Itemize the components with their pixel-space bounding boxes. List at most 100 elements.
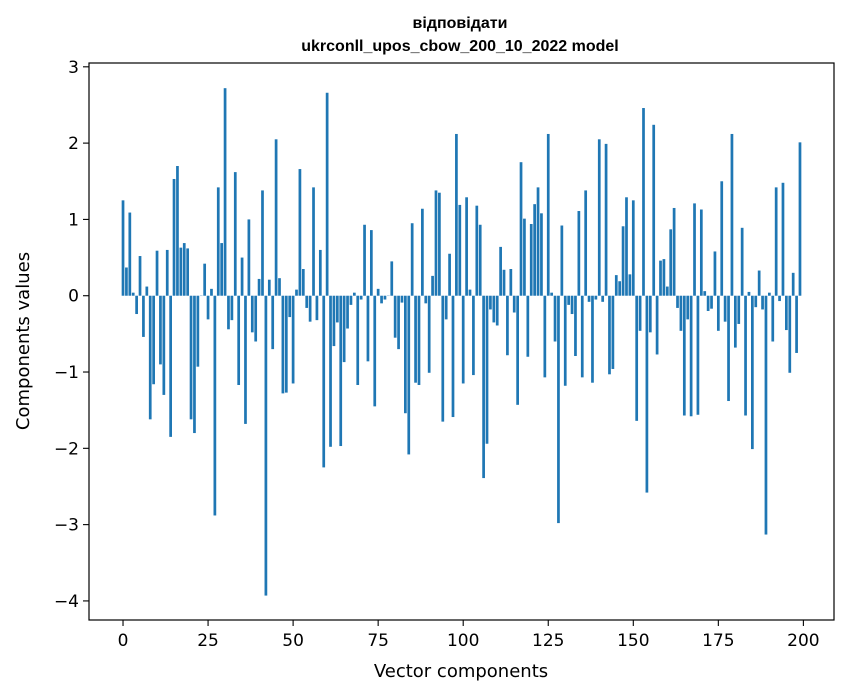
bar-component-123 <box>540 213 543 296</box>
bar-component-154 <box>645 295 649 493</box>
x-tick-label: 25 <box>197 631 219 651</box>
bar-component-169 <box>696 295 700 415</box>
bar-component-104 <box>475 205 479 296</box>
bar-component-185 <box>751 295 754 450</box>
bar-component-121 <box>533 204 536 296</box>
bar-component-85 <box>410 223 414 296</box>
bar-component-32 <box>230 295 234 321</box>
bar-component-128 <box>557 295 560 524</box>
bar-component-182 <box>740 227 744 296</box>
bar-component-55 <box>308 295 312 322</box>
bar-component-58 <box>318 249 322 296</box>
bar-component-134 <box>577 211 581 296</box>
y-tick-label: 2 <box>68 134 79 154</box>
bar-component-42 <box>264 295 268 596</box>
bar-component-174 <box>713 251 717 296</box>
bar-component-81 <box>397 295 400 350</box>
bar-component-125 <box>546 133 550 296</box>
bar-component-70 <box>359 295 363 300</box>
bar-component-131 <box>567 295 571 305</box>
bar-component-80 <box>393 295 397 338</box>
plot-frame <box>88 62 835 621</box>
bar-component-170 <box>699 209 703 296</box>
bar-component-73 <box>369 230 373 296</box>
bar-component-72 <box>366 295 370 362</box>
bar-component-158 <box>659 260 662 296</box>
bar-component-168 <box>693 203 696 296</box>
bar-component-119 <box>526 295 530 357</box>
bar-component-4 <box>135 295 138 315</box>
bar-component-30 <box>223 88 227 296</box>
bar-component-150 <box>631 200 635 296</box>
y-tick-label: −2 <box>54 439 79 459</box>
bar-component-172 <box>706 295 710 311</box>
bar-component-19 <box>186 248 190 296</box>
bar-component-176 <box>720 181 724 296</box>
bar-component-66 <box>346 295 349 329</box>
bar-component-140 <box>597 139 601 296</box>
bar-component-130 <box>563 295 567 386</box>
bar-component-51 <box>295 289 298 296</box>
bar-component-77 <box>383 295 387 300</box>
bar-component-117 <box>519 162 523 296</box>
bar-component-68 <box>352 292 356 296</box>
bar-component-193 <box>778 295 781 302</box>
bar-component-14 <box>169 295 172 437</box>
bar-component-183 <box>744 295 747 416</box>
bar-component-27 <box>213 295 217 516</box>
y-axis-label: Components values <box>13 252 34 430</box>
x-tick-label: 125 <box>532 631 564 651</box>
bar-component-6 <box>142 295 145 337</box>
bar-component-8 <box>148 295 152 420</box>
bar-component-148 <box>625 197 628 296</box>
bar-component-151 <box>635 295 639 421</box>
bar-component-163 <box>676 295 679 308</box>
bar-component-93 <box>438 192 441 296</box>
bar-component-63 <box>335 295 339 323</box>
bar-component-21 <box>193 295 196 434</box>
bar-component-178 <box>727 295 730 402</box>
bar-component-114 <box>509 269 513 296</box>
x-axis-label: Vector components <box>374 661 548 682</box>
x-tick-label: 150 <box>617 631 649 651</box>
bar-component-138 <box>591 295 594 383</box>
bar-component-82 <box>400 295 404 303</box>
bar-component-48 <box>284 295 288 393</box>
bar-component-187 <box>757 270 761 296</box>
bar-component-41 <box>261 190 264 296</box>
bar-component-190 <box>768 292 771 296</box>
bar-component-101 <box>465 197 468 296</box>
bar-component-11 <box>159 295 162 365</box>
bar-component-44 <box>271 295 275 350</box>
bars-layer <box>121 88 802 596</box>
bar-component-74 <box>373 295 377 407</box>
bar-component-149 <box>628 274 632 296</box>
bar-component-3 <box>131 292 135 296</box>
bar-component-191 <box>771 295 775 342</box>
bar-component-142 <box>604 143 608 296</box>
bar-component-54 <box>305 295 309 308</box>
bar-component-0 <box>121 200 125 296</box>
y-tick-label: −3 <box>54 516 79 536</box>
bar-component-133 <box>574 295 577 356</box>
bar-component-167 <box>689 295 693 417</box>
bar-component-15 <box>172 178 176 296</box>
bar-component-173 <box>710 295 713 309</box>
bar-component-165 <box>682 295 686 416</box>
x-tick-label: 0 <box>118 631 129 651</box>
bar-component-69 <box>356 295 360 385</box>
bar-component-97 <box>451 295 455 418</box>
bar-component-110 <box>495 295 499 326</box>
x-tick-label: 75 <box>367 631 389 651</box>
bar-component-64 <box>339 295 343 447</box>
chart-subtitle: ukrconll_upos_cbow_200_10_2022 model <box>301 38 618 55</box>
bar-component-106 <box>482 295 485 479</box>
bar-component-89 <box>424 295 428 304</box>
bar-component-79 <box>390 261 394 296</box>
bar-component-146 <box>618 281 622 296</box>
bar-component-139 <box>594 295 598 300</box>
bar-component-20 <box>189 295 193 420</box>
bar-component-137 <box>587 295 591 302</box>
bar-component-129 <box>560 225 564 296</box>
